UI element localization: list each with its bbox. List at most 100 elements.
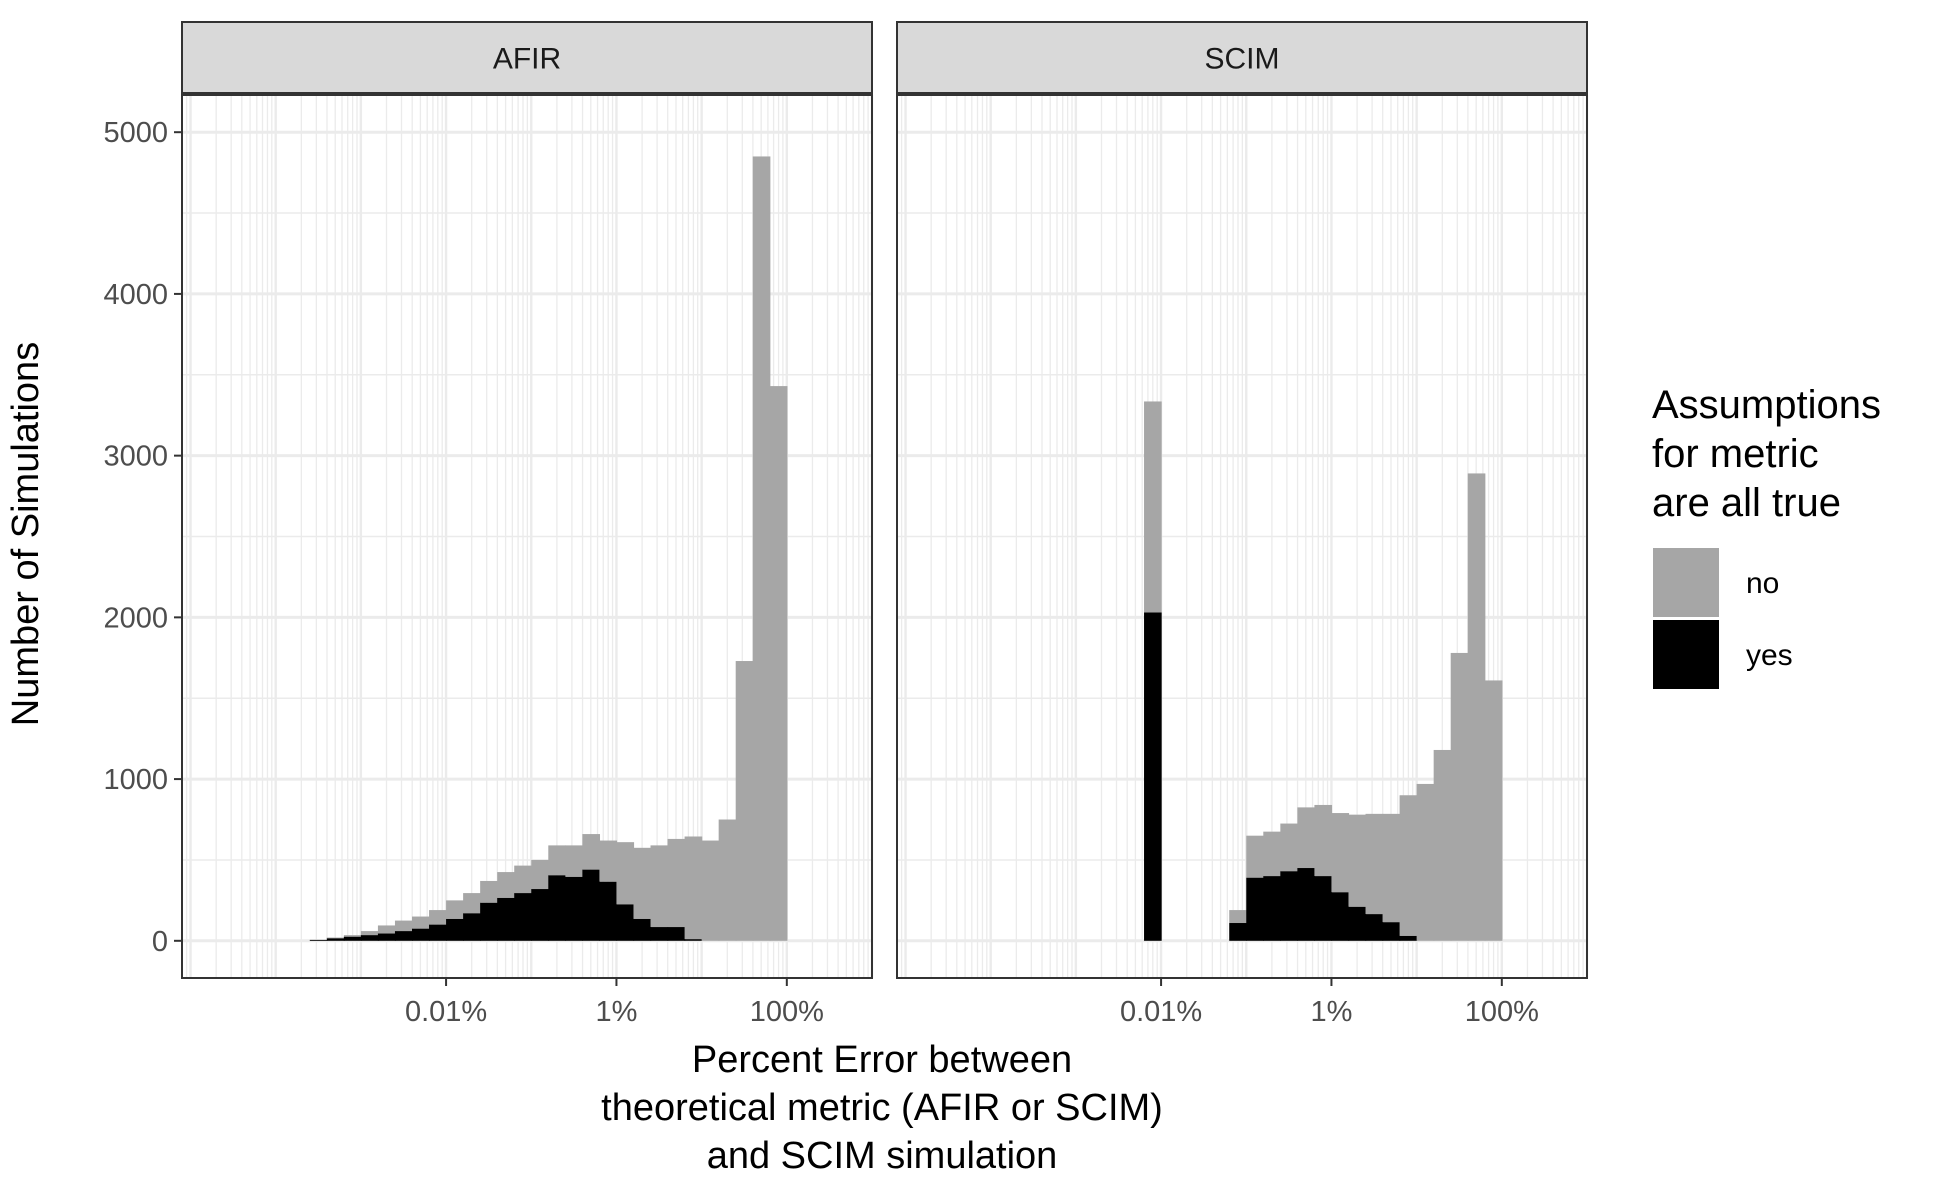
bar-yes-scim-10	[1382, 922, 1401, 941]
bar-no-scim-4	[1280, 823, 1298, 872]
bar-no-afir-14	[548, 845, 566, 876]
bar-yes-scim-2	[1246, 877, 1264, 941]
bar-no-scim-3	[1263, 831, 1281, 877]
x-tick-label: 0.01%	[405, 996, 487, 1028]
bar-yes-afir-15	[565, 876, 583, 941]
bar-no-scim-6	[1314, 804, 1333, 877]
legend-title-line-3: are all true	[1652, 481, 1841, 525]
bar-no-afir-24	[718, 819, 737, 941]
bar-yes-afir-14	[548, 875, 566, 941]
bar-yes-afir-4	[377, 933, 396, 941]
bar-yes-scim-4	[1280, 871, 1298, 941]
bar-yes-afir-8	[446, 918, 464, 941]
x-axis-title-line-1: Percent Error between	[692, 1039, 1072, 1081]
bar-yes-scim-7	[1331, 892, 1350, 941]
legend-key-yes	[1653, 620, 1719, 689]
bar-yes-afir-9	[463, 913, 481, 941]
bar-no-afir-19	[633, 847, 652, 919]
x-axis-title-line-2: theoretical metric (AFIR or SCIM)	[601, 1087, 1163, 1129]
x-tick-label: 1%	[595, 996, 637, 1028]
y-tick-label: 1000	[103, 764, 168, 796]
x-tick-label: 100%	[1465, 996, 1539, 1028]
bar-yes-afir-13	[531, 889, 549, 941]
bar-no-afir-10	[480, 880, 498, 903]
legend: Assumptions for metric are all true no y…	[1652, 383, 1881, 689]
bar-no-afir-7	[429, 910, 447, 925]
bar-no-afir-1	[326, 937, 345, 939]
legend-title-line-1: Assumptions	[1652, 383, 1881, 427]
bar-no-afir-4	[377, 925, 396, 934]
panel-afir: AFIR 0.01% 1% 100% 0 1000 2000 3000 4000 5000	[103, 21, 874, 1028]
y-tick-label: 4000	[103, 279, 168, 311]
panels: AFIR 0.01% 1% 100% 0 1000 2000 3000 4000 5000 SCIM…	[103, 21, 1589, 1028]
bar-yes-scim-0	[1144, 612, 1162, 941]
bar-yes-afir-22	[684, 939, 703, 941]
bar-no-scim-10	[1382, 813, 1401, 923]
bar-yes-scim-9	[1365, 914, 1384, 941]
strip-label-afir: AFIR	[493, 43, 561, 76]
x-tick-label: 0.01%	[1120, 996, 1202, 1028]
bar-yes-scim-5	[1297, 868, 1316, 941]
bar-no-scim-12	[1416, 783, 1435, 941]
bar-no-scim-5	[1297, 807, 1316, 869]
bar-yes-afir-19	[633, 918, 652, 941]
bar-yes-afir-16	[582, 869, 601, 941]
bar-no-scim-14	[1450, 652, 1469, 941]
bar-no-afir-13	[531, 859, 549, 890]
strip-background	[181, 21, 873, 94]
bar-no-scim-1	[1229, 910, 1247, 924]
bar-yes-scim-3	[1263, 876, 1281, 941]
legend-label-yes: yes	[1746, 639, 1793, 672]
bar-yes-afir-3	[360, 935, 379, 941]
bar-no-afir-20	[650, 845, 669, 928]
bar-yes-afir-2	[343, 936, 362, 941]
bar-no-scim-16	[1484, 680, 1503, 941]
strip-label-scim: SCIM	[1205, 43, 1280, 76]
bar-no-afir-8	[446, 900, 464, 919]
bar-no-scim-0	[1144, 401, 1162, 613]
y-tick-label: 0	[152, 926, 168, 958]
bar-no-afir-21	[667, 838, 686, 928]
strip-background	[896, 21, 1588, 94]
legend-key-no	[1653, 548, 1719, 617]
bar-yes-afir-18	[616, 904, 635, 941]
bar-no-scim-11	[1399, 795, 1418, 936]
bar-no-afir-11	[497, 872, 515, 898]
bar-yes-scim-1	[1229, 923, 1247, 941]
bar-no-scim-13	[1433, 749, 1452, 941]
bar-no-afir-5	[394, 920, 413, 932]
y-tick-label: 5000	[103, 117, 168, 149]
bar-no-afir-22	[684, 836, 703, 940]
bar-no-afir-23	[701, 840, 720, 941]
x-tick-label: 1%	[1310, 996, 1352, 1028]
bar-yes-afir-21	[667, 927, 686, 941]
bar-no-afir-18	[616, 842, 635, 905]
bar-yes-afir-12	[514, 893, 532, 941]
bar-yes-afir-11	[497, 897, 515, 941]
bar-yes-afir-0	[309, 939, 328, 941]
y-tick-label: 3000	[103, 441, 168, 473]
bar-yes-afir-6	[412, 928, 430, 941]
bar-no-afir-3	[360, 931, 379, 936]
bar-yes-afir-7	[429, 924, 447, 941]
bar-no-scim-7	[1331, 813, 1350, 893]
bar-no-afir-27	[769, 386, 788, 941]
bar-yes-afir-17	[599, 881, 618, 941]
bar-no-afir-12	[514, 865, 532, 894]
bar-no-scim-2	[1246, 835, 1264, 878]
x-axis-title-line-3: and SCIM simulation	[707, 1135, 1058, 1177]
bar-no-afir-6	[412, 916, 430, 929]
legend-label-no: no	[1746, 567, 1779, 600]
bar-yes-afir-1	[326, 938, 345, 941]
bar-no-scim-8	[1348, 814, 1367, 907]
bar-no-afir-15	[565, 845, 583, 877]
bar-yes-afir-10	[480, 902, 498, 941]
panel-scim: SCIM 0.01% 1% 100%	[896, 21, 1589, 1028]
bar-yes-scim-6	[1314, 876, 1333, 941]
bar-no-afir-25	[735, 661, 754, 941]
panel-border	[181, 94, 873, 979]
bar-yes-scim-11	[1399, 935, 1418, 941]
legend-title-line-2: for metric	[1652, 432, 1819, 476]
panel-border	[896, 94, 1588, 979]
